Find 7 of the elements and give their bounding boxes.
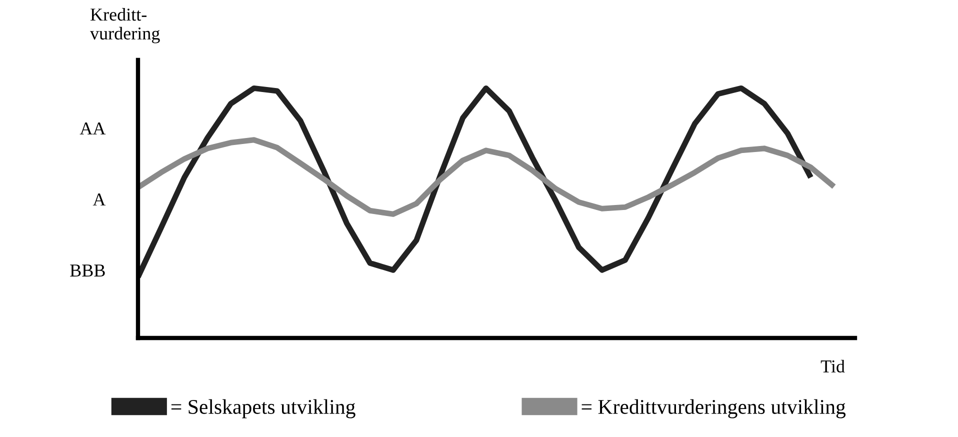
legend-label: = Kredittvurderingens utvikling <box>582 399 846 418</box>
x-axis-title: Tid <box>820 360 845 373</box>
text: AA <box>80 122 106 134</box>
text: BBB <box>70 264 105 277</box>
text: A <box>92 194 106 206</box>
legend-label: = Selskapets utvikling <box>171 399 356 418</box>
y-axis-title: Kreditt- vurdering <box>90 8 160 44</box>
